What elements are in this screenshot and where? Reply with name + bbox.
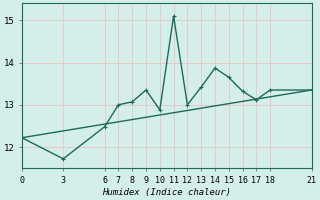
X-axis label: Humidex (Indice chaleur): Humidex (Indice chaleur)	[102, 188, 231, 197]
